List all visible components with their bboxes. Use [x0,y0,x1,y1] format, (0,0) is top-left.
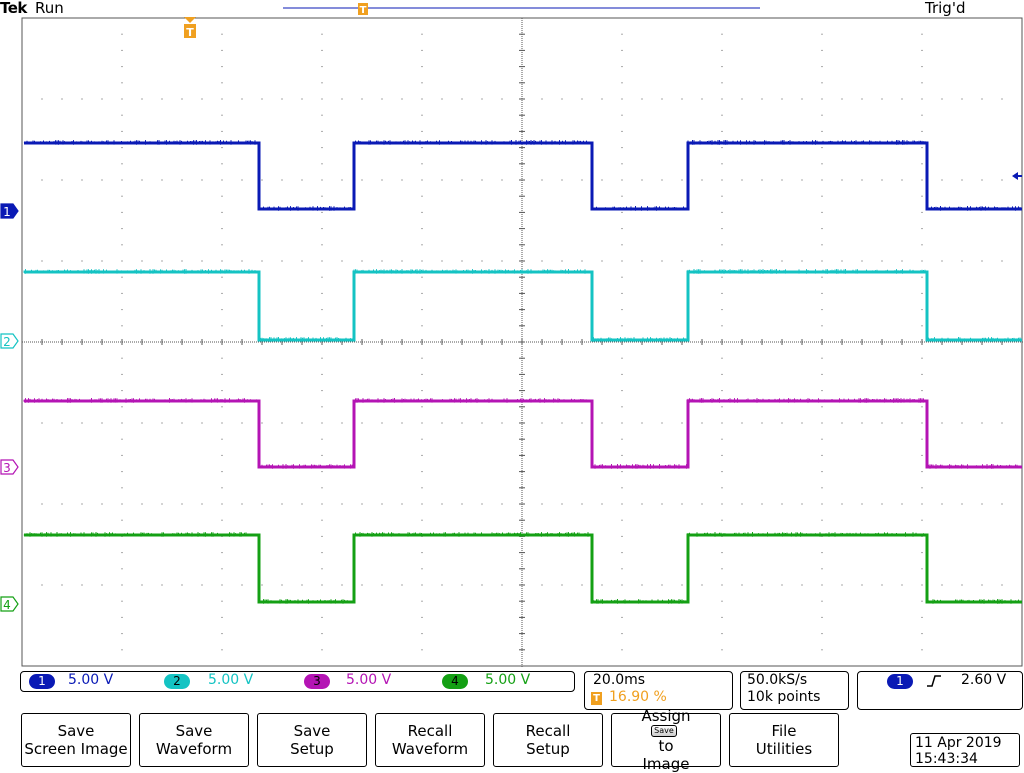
timebase-box[interactable]: 20.0ms T 16.90 % [584,671,733,710]
ch2-badge[interactable]: 2 [164,674,190,689]
trigger-level: 2.60 V [961,672,1007,688]
softkey-label: File [771,722,797,740]
trigger-position-marker: T [184,17,196,39]
trigger-box[interactable]: 1 2.60 V [857,671,1023,710]
save-waveform-button[interactable]: Save Waveform [139,713,249,767]
waveform-ch2 [23,269,1022,342]
softkey-label: Waveform [391,740,469,758]
channel-scale-bar: 1 5.00 V 2 5.00 V 3 5.00 V 4 5.00 V [20,671,575,692]
ch3-scale: 5.00 V [346,672,392,688]
acquisition-box[interactable]: 50.0kS/s 10k points [740,671,849,710]
assign-save-button[interactable]: Assign Save to Image [611,707,721,773]
ch4-ground-marker[interactable]: 4 [0,596,19,612]
ch3-ground-marker[interactable]: 3 [0,459,19,475]
softkey-label: Recall [525,722,571,740]
ch1-ground-marker[interactable]: 1 [0,203,19,219]
trigger-source-badge: 1 [887,674,913,689]
softkey-label: Recall [407,722,453,740]
recall-waveform-button[interactable]: Recall Waveform [375,713,485,767]
softkey-label: Waveform [155,740,233,758]
ch2-scale: 5.00 V [208,672,254,688]
softkey-label: Setup [290,740,334,758]
softkey-label: Setup [526,740,570,758]
svg-text:T: T [186,26,194,39]
trigger-position-value: 16.90 % [609,689,667,705]
ch1-scale: 5.00 V [68,672,114,688]
rising-edge-icon [927,675,941,687]
ch2-marker-label: 2 [3,335,11,349]
file-utilities-button[interactable]: File Utilities [729,713,839,767]
graticule [21,17,1023,667]
softkey-label: Save [57,722,95,740]
record-length: 10k points [747,689,821,705]
ch3-badge[interactable]: 3 [304,674,330,689]
trigger-level-arrow-icon [1012,172,1022,180]
time: 15:43:34 [915,751,978,767]
ch3-marker-label: 3 [3,461,11,475]
waveform-ch4 [23,532,1022,604]
record-trigger-marker: T [358,3,368,16]
softkey-label: to [658,737,674,755]
date: 11 Apr 2019 [915,735,1002,751]
save-icon: Save [651,725,677,737]
timebase-scale: 20.0ms [593,672,646,688]
ch4-marker-label: 4 [3,598,11,612]
softkey-label: Screen Image [24,740,128,758]
softkey-label: Image [642,755,690,773]
svg-text:T: T [360,5,367,16]
softkey-label: Save [293,722,331,740]
ch4-scale: 5.00 V [485,672,531,688]
run-state-label: Run [35,0,64,17]
softkey-label: Assign [641,707,691,725]
waveform-ch1 [23,140,1022,211]
trigger-position-icon: T [591,692,602,705]
date-time-display[interactable]: 11 Apr 2019 15:43:34 [910,733,1020,767]
brand-logo: Tek [0,0,27,17]
ch1-badge[interactable]: 1 [29,674,55,689]
softkey-label: Utilities [755,740,813,758]
waveform-ch3 [23,398,1022,469]
save-setup-button[interactable]: Save Setup [257,713,367,767]
sample-rate: 50.0kS/s [747,672,808,688]
softkey-label: Save [175,722,213,740]
save-screen-image-button[interactable]: Save Screen Image [21,713,131,767]
waveform-display: T T 1 2 3 4 [0,3,1023,667]
recall-setup-button[interactable]: Recall Setup [493,713,603,767]
ch4-badge[interactable]: 4 [442,674,468,689]
ch1-marker-label: 1 [3,205,11,219]
ch2-ground-marker[interactable]: 2 [0,333,19,349]
trigger-state-label: Trig'd [925,0,966,17]
